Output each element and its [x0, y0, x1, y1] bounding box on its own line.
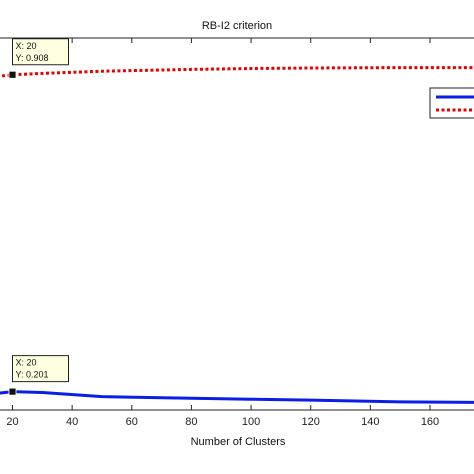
plot-area [0, 37, 474, 411]
x-tick-label: 60 [126, 416, 138, 428]
datatip-x-label: X: 20 [16, 358, 37, 368]
datatip-box [12, 355, 69, 383]
legend-frame [429, 87, 474, 119]
datatip-x-label: X: 20 [16, 41, 37, 51]
series-line-1 [0, 390, 474, 404]
x-tick-label: 120 [302, 416, 320, 428]
legend [429, 87, 474, 119]
datatips-layer: X: 20 Y: 0.908 X: 20 Y: 0.201 [8, 38, 69, 396]
x-tick-label: 100 [242, 416, 260, 428]
x-tick-label: 80 [185, 416, 197, 428]
datatip-y-label: Y: 0.201 [16, 370, 49, 380]
x-axis: 20 40 60 80 100 120 140 160 [6, 38, 439, 428]
x-tick-label: 40 [66, 416, 78, 428]
datatip-box [12, 38, 69, 66]
x-tick-label: 140 [361, 416, 379, 428]
datatip-marker [8, 70, 17, 79]
x-tick-label: 20 [6, 416, 18, 428]
datatip-marker [8, 387, 17, 396]
datatip-y-label: Y: 0.908 [16, 53, 49, 63]
x-tick-label: 160 [421, 416, 439, 428]
x-axis-title: Number of Clusters [191, 436, 286, 448]
series-layer [0, 66, 474, 404]
chart-title: RB-I2 criterion [202, 20, 272, 32]
